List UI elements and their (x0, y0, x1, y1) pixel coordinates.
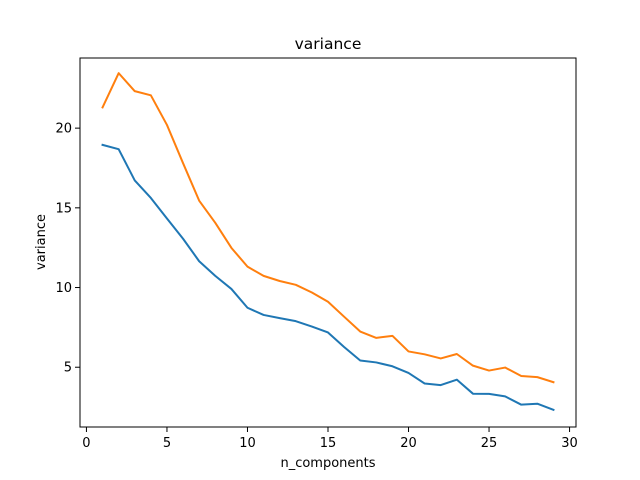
plot-area (79, 57, 577, 428)
chart-title: variance (295, 35, 362, 53)
y-axis-label: variance (34, 214, 49, 270)
x-tick-label: 0 (82, 436, 90, 451)
x-tick-label: 10 (239, 436, 256, 451)
y-tick-label: 10 (55, 281, 72, 296)
x-tick-label: 15 (320, 436, 337, 451)
x-tick-label: 25 (481, 436, 498, 451)
x-axis: 0 5 10 15 20 25 30 (82, 427, 578, 451)
plot-frame (79, 57, 577, 428)
series-line-2 (101, 72, 555, 384)
y-axis: 5 10 15 20 (55, 122, 80, 376)
y-tick-label: 15 (55, 201, 72, 216)
series-layer (101, 72, 555, 412)
x-tick-label: 30 (561, 436, 578, 451)
x-tick-label: 20 (400, 436, 417, 451)
y-tick-label: 5 (64, 361, 72, 376)
y-tick-label: 20 (55, 122, 72, 137)
series-line-1 (101, 143, 555, 412)
x-axis-label: n_components (280, 456, 375, 471)
x-tick-label: 5 (163, 436, 171, 451)
